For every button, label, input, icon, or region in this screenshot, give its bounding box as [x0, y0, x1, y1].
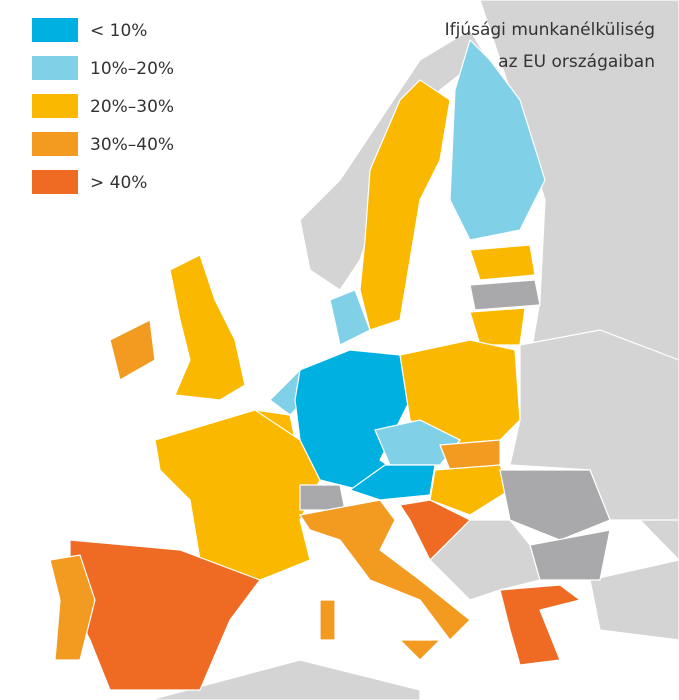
estonia — [469, 244, 536, 281]
portugal — [49, 554, 96, 661]
title-line-1: Ifjúsági munkanélküliség — [445, 20, 655, 40]
legend: < 10% 10%–20% 20%–30% 30%–40% > 40% — [32, 18, 174, 194]
latvia — [469, 279, 541, 311]
legend-swatch — [32, 94, 78, 118]
north-africa — [149, 659, 421, 700]
france — [154, 409, 321, 581]
legend-label: 30%–40% — [90, 135, 174, 155]
turkey — [589, 559, 679, 641]
sardinia — [319, 599, 336, 641]
legend-swatch — [32, 132, 78, 156]
romania — [499, 469, 611, 541]
austria — [348, 464, 436, 501]
hungary — [429, 464, 511, 516]
denmark — [329, 289, 371, 346]
sicily — [398, 639, 442, 661]
italy — [298, 499, 471, 641]
slovenia-croatia — [398, 499, 472, 562]
finland — [449, 38, 546, 241]
greece — [499, 584, 582, 666]
title-line-2: az EU országaiban — [498, 52, 655, 72]
united-kingdom — [169, 254, 246, 401]
switzerland — [299, 484, 346, 511]
sweden — [359, 79, 451, 331]
legend-label: > 40% — [90, 173, 147, 193]
eu-countries — [49, 38, 611, 691]
lithuania — [469, 307, 526, 346]
legend-swatch — [32, 18, 78, 42]
ireland — [109, 319, 156, 381]
legend-swatch — [32, 170, 78, 194]
legend-label: 10%–20% — [90, 59, 174, 79]
legend-label: < 10% — [90, 21, 147, 41]
legend-swatch — [32, 56, 78, 80]
bulgaria — [529, 529, 611, 581]
legend-label: 20%–30% — [90, 97, 174, 117]
